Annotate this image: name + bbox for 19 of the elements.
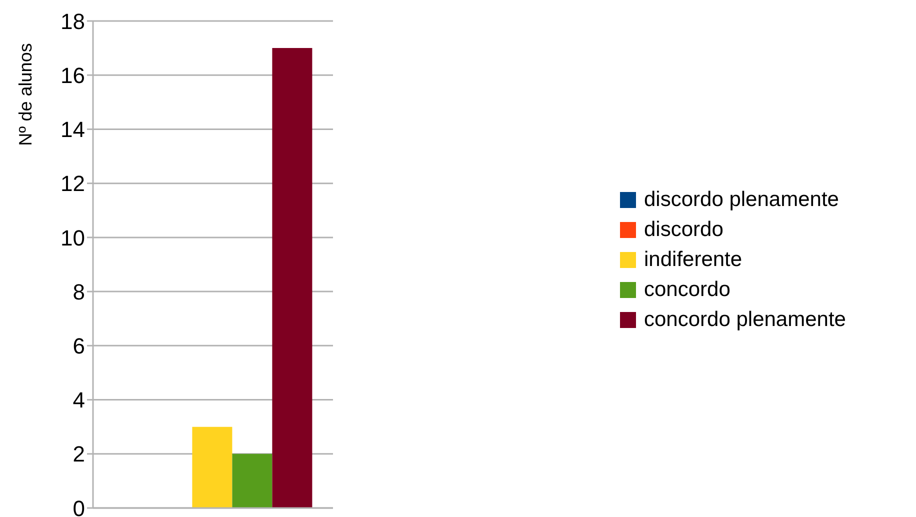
y-tick-label: 18 <box>60 8 85 34</box>
y-tick-label: 16 <box>60 62 85 88</box>
bar <box>232 454 272 508</box>
y-tick-label: 10 <box>60 225 85 250</box>
y-tick-label: 8 <box>72 279 85 304</box>
y-tick-label: 6 <box>72 333 85 358</box>
legend-label: discordo plenamente <box>644 187 839 213</box>
y-tick-label: 14 <box>60 117 85 142</box>
bar <box>192 426 232 508</box>
legend-label: discordo <box>644 217 724 243</box>
y-tick-label: 4 <box>72 388 85 413</box>
legend-label: concordo plenamente <box>644 307 846 333</box>
y-tick-label: 12 <box>60 171 85 196</box>
y-axis-title: Nº de alunos <box>15 43 36 146</box>
y-tick-label: 2 <box>72 442 85 467</box>
bar <box>272 48 312 508</box>
legend-label: concordo <box>644 277 730 303</box>
legend-label: indiferente <box>644 247 742 273</box>
y-tick-label: 0 <box>72 496 85 517</box>
